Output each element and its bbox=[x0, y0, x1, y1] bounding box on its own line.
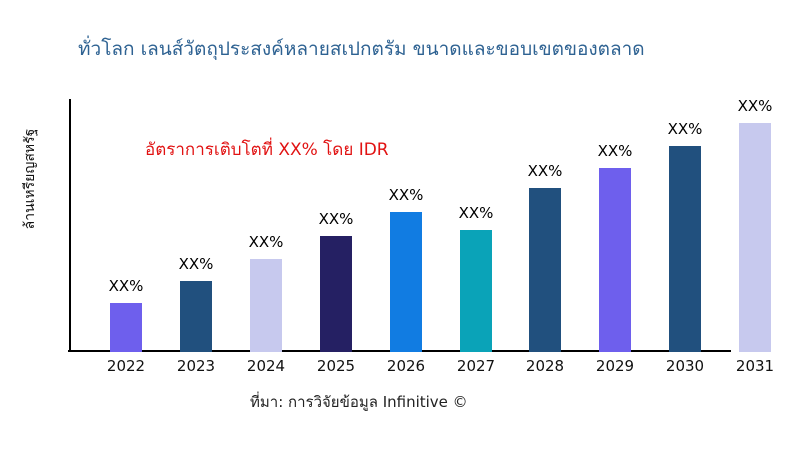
bar-2031 bbox=[739, 123, 771, 352]
x-tick-label-2027: 2027 bbox=[456, 357, 496, 375]
x-tick-label-2028: 2028 bbox=[525, 357, 565, 375]
bar-value-label-2022: XX% bbox=[108, 277, 144, 295]
x-tick-label-2031: 2031 bbox=[735, 357, 775, 375]
bar-2025 bbox=[320, 236, 352, 352]
bar-value-label-2026: XX% bbox=[388, 186, 424, 204]
bar-value-label-2029: XX% bbox=[597, 142, 633, 160]
source-attribution: ที่มา: การวิจัยข้อมูล Infinitive © bbox=[250, 393, 468, 411]
bar-value-label-2028: XX% bbox=[527, 162, 563, 180]
growth-rate-annotation: อัตราการเติบโตที่ XX% โดย IDR bbox=[145, 140, 389, 160]
bar-2022 bbox=[110, 303, 142, 352]
x-tick-label-2022: 2022 bbox=[106, 357, 146, 375]
bar-value-label-2023: XX% bbox=[178, 255, 214, 273]
bar-2023 bbox=[180, 281, 212, 352]
bar-2026 bbox=[390, 212, 422, 352]
bar-2029 bbox=[599, 168, 631, 352]
x-tick-label-2023: 2023 bbox=[176, 357, 216, 375]
chart-title: ทั่วโลก เลนส์วัตถุประสงค์หลายสเปกตรัม ขน… bbox=[78, 38, 645, 60]
x-tick-label-2026: 2026 bbox=[386, 357, 426, 375]
bar-value-label-2027: XX% bbox=[458, 204, 494, 222]
x-tick-label-2024: 2024 bbox=[246, 357, 286, 375]
bar-value-label-2030: XX% bbox=[667, 120, 703, 138]
bar-2027 bbox=[460, 230, 492, 352]
y-axis-label: ล้านเหรียญสหรัฐ bbox=[22, 128, 38, 230]
bar-2030 bbox=[669, 146, 701, 352]
x-tick-label-2025: 2025 bbox=[316, 357, 356, 375]
bar-value-label-2024: XX% bbox=[248, 233, 284, 251]
bar-value-label-2031: XX% bbox=[737, 97, 773, 115]
bar-value-label-2025: XX% bbox=[318, 210, 354, 228]
bar-2028 bbox=[529, 188, 561, 352]
y-axis-line bbox=[69, 99, 71, 352]
x-tick-label-2029: 2029 bbox=[595, 357, 635, 375]
x-tick-label-2030: 2030 bbox=[665, 357, 705, 375]
bar-2024 bbox=[250, 259, 282, 352]
